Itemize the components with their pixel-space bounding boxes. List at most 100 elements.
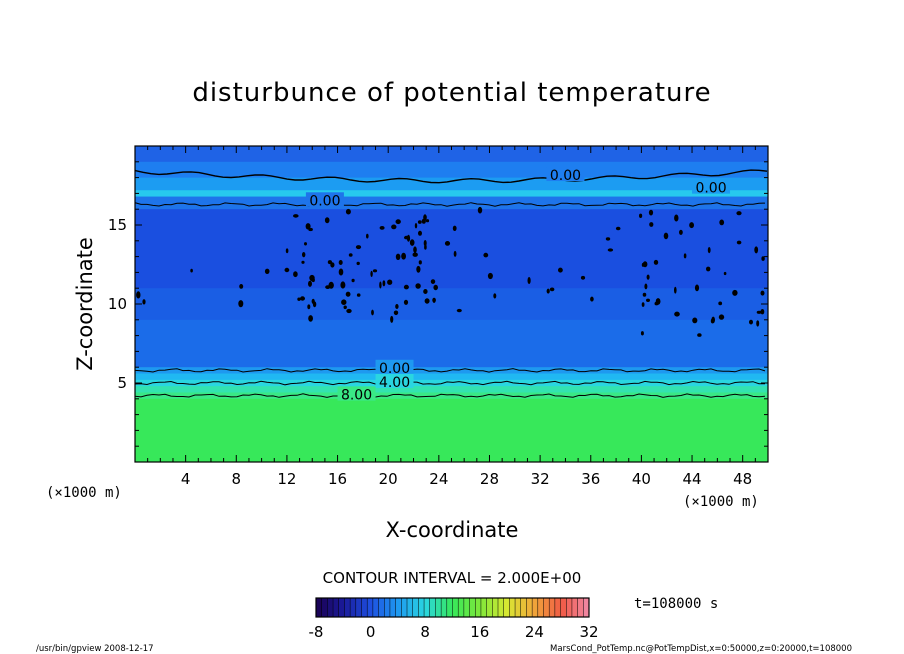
colorbar-segment — [509, 598, 516, 617]
footer-right: MarsCond_PotTemp.nc@PotTempDist,x=0:5000… — [550, 644, 852, 654]
x-tick-label: 40 — [632, 470, 651, 488]
small-contour — [487, 272, 493, 280]
colorbar-segment — [435, 598, 442, 617]
small-contour — [284, 267, 290, 273]
colorbar-segment — [384, 598, 391, 617]
x-tick-label: 32 — [531, 470, 550, 488]
x-tick-label: 4 — [181, 470, 191, 488]
band-7 — [135, 319, 768, 368]
small-contour — [483, 252, 489, 258]
small-contour — [390, 315, 394, 323]
small-contour — [311, 277, 315, 283]
small-contour — [477, 206, 483, 214]
small-contour — [640, 331, 644, 336]
small-contour — [338, 260, 343, 265]
small-contour — [607, 248, 614, 252]
small-contour — [653, 259, 659, 265]
colorbar-segment — [486, 598, 493, 617]
colorbar-tick-labels: -8 0 8 16 24 32 — [309, 623, 599, 641]
contour-label-3: 0.00 — [379, 361, 410, 377]
small-contour — [403, 284, 409, 290]
small-contour — [689, 222, 694, 229]
small-contour — [692, 317, 698, 324]
band-3 — [135, 190, 768, 198]
small-contour — [719, 219, 725, 226]
contour-label-bg — [375, 374, 414, 388]
small-contour — [706, 266, 711, 272]
contour-interval-label: CONTOUR INTERVAL = 2.000E+00 — [323, 569, 582, 587]
contour-label-bg — [375, 359, 414, 374]
small-contour — [340, 281, 346, 289]
small-contour — [264, 268, 270, 274]
small-contour — [136, 291, 141, 299]
contour-label-4: 4.00 — [379, 375, 410, 391]
x-tick-label: 16 — [328, 470, 347, 488]
small-contour — [403, 299, 409, 305]
colorbar-segment — [526, 598, 533, 617]
band-0 — [135, 146, 768, 163]
small-contour — [444, 241, 451, 246]
small-contour — [749, 319, 753, 325]
small-contour — [395, 219, 401, 225]
x-tick-label: 8 — [232, 470, 242, 488]
small-contour — [409, 239, 415, 246]
band-2 — [135, 177, 768, 191]
contour-label-5: 8.00 — [341, 388, 372, 404]
small-contour — [391, 224, 397, 230]
small-contour — [639, 213, 643, 218]
band-4 — [135, 196, 768, 210]
small-contour — [356, 261, 360, 266]
x-unit-left: (×1000 m) — [46, 485, 122, 501]
small-contour — [649, 222, 654, 227]
contour-label-bg — [337, 386, 376, 401]
time-label: t=108000 s — [634, 596, 718, 612]
small-contour — [433, 284, 439, 291]
small-contour — [412, 252, 418, 257]
colorbar-segment — [327, 598, 334, 617]
small-contour — [644, 283, 648, 290]
small-contour — [338, 268, 344, 276]
colorbar-segment — [344, 598, 351, 617]
band-13 — [135, 398, 768, 463]
small-contour — [341, 299, 347, 306]
small-contour — [558, 267, 563, 273]
colorbar-segment — [532, 598, 539, 617]
small-contour — [356, 293, 361, 297]
contour-line-top — [135, 169, 768, 184]
colorbar-tick-label: 32 — [579, 623, 598, 641]
small-contour — [413, 246, 417, 253]
small-contour — [718, 314, 725, 320]
colorbar-segment — [543, 598, 550, 617]
colorbar-segment — [492, 598, 499, 617]
small-contour — [395, 304, 399, 309]
colorbar-segment — [412, 598, 419, 617]
colorbar-segment — [475, 598, 482, 617]
y-tick-label: 5 — [117, 374, 127, 392]
colorbar-segment — [469, 598, 476, 617]
colorbar-segment — [395, 598, 402, 617]
small-contour — [756, 320, 760, 327]
small-contour — [348, 253, 353, 257]
band-10 — [135, 379, 768, 387]
colorbar-segment — [452, 598, 459, 617]
small-contour — [760, 309, 765, 315]
x-tick-label: 48 — [733, 470, 752, 488]
small-contour — [401, 252, 406, 260]
small-contour — [641, 302, 645, 307]
colorbar-segment — [378, 598, 385, 617]
small-contour — [346, 308, 352, 314]
small-contour — [760, 290, 765, 296]
small-contour — [615, 226, 621, 231]
small-contour — [674, 286, 677, 294]
small-contour — [305, 223, 311, 230]
x-unit-right: (×1000 m) — [683, 494, 759, 510]
colorbar-tick-label: 16 — [470, 623, 489, 641]
small-contour — [190, 268, 193, 273]
small-contour — [642, 261, 648, 268]
x-tick-label: 28 — [480, 470, 499, 488]
colorbar-segment — [407, 598, 413, 617]
small-contour — [414, 223, 418, 229]
small-contour — [417, 220, 422, 224]
small-contour — [423, 240, 427, 247]
x-tick-label: 44 — [682, 470, 701, 488]
